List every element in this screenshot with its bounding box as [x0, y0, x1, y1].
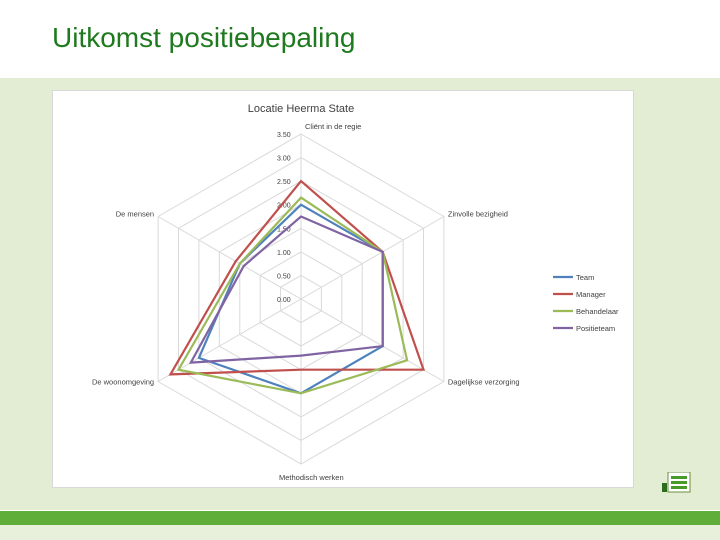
tick-label: 2.00 [277, 203, 291, 210]
grid-spoke [300, 298, 445, 382]
radar-grid [157, 133, 445, 465]
legend-label: Positieteam [576, 324, 615, 333]
category-label: De woonomgeving [92, 378, 154, 387]
tick-label: 0.00 [277, 297, 291, 304]
tick-label: 3.00 [277, 156, 291, 163]
chart-panel: Locatie Heerma State 0.00 0.50 1.00 1.50 2.0… [52, 90, 634, 488]
radar-category-labels: Cliënt in de regie Zinvolle bezigheid Dage… [92, 122, 520, 482]
category-label: De mensen [116, 210, 154, 219]
radar-series [168, 179, 426, 395]
legend-label: Team [576, 273, 594, 282]
legend-label: Behandelaar [576, 307, 619, 316]
series-line-positieteam [188, 215, 384, 364]
legend-label: Manager [576, 290, 606, 299]
category-label: Zinvolle bezigheid [448, 210, 508, 219]
radar-chart: Locatie Heerma State 0.00 0.50 1.00 1.50 2.0… [92, 103, 619, 482]
chart-legend: Team Manager Behandelaar Positieteam [553, 273, 619, 333]
tick-label: 3.50 [277, 132, 291, 139]
footer-bar [0, 511, 720, 525]
grid-spoke [157, 216, 302, 300]
footer-strip [0, 525, 720, 540]
tick-label: 2.50 [277, 179, 291, 186]
category-label: Dagelijkse verzorging [448, 378, 520, 387]
chart-title: Locatie Heerma State [248, 103, 354, 115]
radar-tick-labels: 0.00 0.50 1.00 1.50 2.00 2.50 3.00 3.50 [277, 132, 291, 304]
series-line-behandelaar [176, 196, 409, 395]
tick-label: 1.00 [277, 250, 291, 257]
tick-label: 0.50 [277, 273, 291, 280]
category-label: Cliënt in de regie [305, 122, 361, 131]
grid-spoke [157, 298, 302, 382]
slide-title: Uitkomst positiebepaling [52, 22, 356, 53]
category-label: Methodisch werken [279, 473, 344, 482]
grid-spoke [300, 216, 445, 300]
tick-label: 1.50 [277, 226, 291, 233]
company-logo-icon [662, 472, 691, 493]
